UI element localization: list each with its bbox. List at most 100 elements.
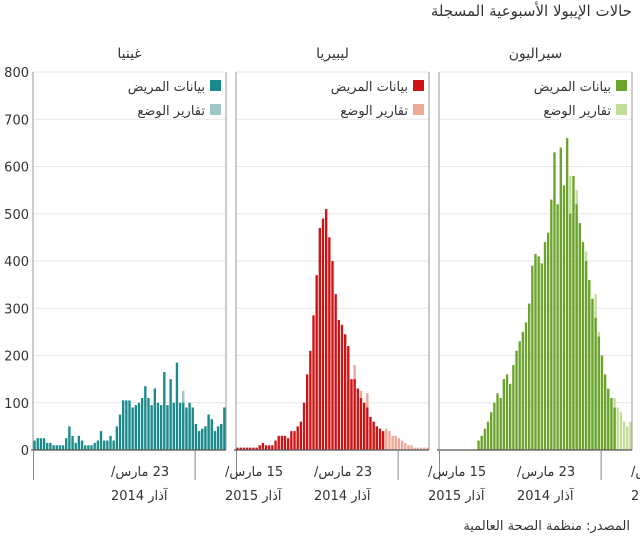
bar-patient-data [372,421,375,450]
bar-patient-data [33,440,36,450]
bar-situation-report [419,447,423,450]
bar-patient-data [509,383,512,450]
bar-patient-data [537,256,540,450]
bar-patient-data [131,407,134,450]
bar-patient-data [169,379,172,450]
bar-patient-data [493,402,496,450]
legend-swatch [616,104,627,115]
legend-swatch [210,104,221,115]
bar-patient-data [156,402,160,450]
bar-patient-data [527,303,531,450]
bar-patient-data [594,317,597,450]
bar-patient-data [264,445,268,450]
bar-situation-report [391,435,394,450]
bar-situation-report [413,447,416,450]
bar-patient-data [381,431,385,450]
bar-patient-data [213,431,217,450]
bar-patient-data [175,362,179,450]
bar-patient-data [49,442,52,450]
legend-swatch [210,80,221,91]
bar-patient-data [293,431,296,450]
bar-situation-report [416,447,420,450]
bar-situation-report [388,431,391,450]
y-tick-label: 700 [4,113,29,128]
bar-patient-data [546,232,550,450]
bar-patient-data [302,402,306,450]
bar-patient-data [46,442,49,450]
bar-situation-report [626,426,629,450]
x-tick-label: 23 مارس/ [314,465,372,480]
bar-patient-data [223,407,226,450]
bar-patient-data [340,324,344,450]
y-tick-label: 500 [4,208,29,223]
legend-label: بيانات المريض [534,80,611,95]
legend-swatch [413,104,424,115]
bar-patient-data [588,279,591,450]
bar-situation-report [616,407,619,450]
bar-patient-data [283,435,287,450]
bar-patient-data [204,426,207,450]
legend-label: تقارير الوضع [543,104,611,119]
bar-patient-data [613,407,616,450]
bar-patient-data [52,445,55,450]
bar-patient-data [366,407,369,450]
bar-patient-data [93,442,96,450]
bar-patient-data [524,322,528,450]
bar-patient-data [106,440,109,450]
x-tick-label: 15 مارس/ [428,465,486,480]
bar-patient-data [39,438,43,450]
bar-patient-data [337,320,341,450]
bar-patient-data [315,275,318,450]
bar-patient-data [125,400,128,450]
bar-patient-data [128,400,131,450]
bar-patient-data [150,405,153,450]
bar-patient-data [518,341,521,450]
bar-situation-report [622,421,626,450]
bar-patient-data [334,294,337,450]
bar-patient-data [144,386,147,450]
bar-patient-data [271,445,274,450]
bar-patient-data [512,364,515,450]
bar-patient-data [578,223,581,450]
legend-swatch [616,80,627,91]
bar-patient-data [581,242,585,450]
bar-patient-data [350,379,353,450]
text-layer: 23 مارس/آذار 2014 15 مارس/آذار 2015 غينيا ب… [4,46,640,504]
legend-label: بيانات المريض [331,80,408,95]
legend-label: تقارير الوضع [340,104,408,119]
bar-patient-data [480,435,483,450]
bar-patient-data [359,398,363,450]
bar-patient-data [163,372,166,450]
bar-patient-data [540,263,544,450]
bar-patient-data [565,138,569,450]
bar-patient-data [90,445,93,450]
bar-patient-data [239,447,242,450]
bar-patient-data [312,315,315,450]
axes-layer [31,72,633,480]
bar-patient-data [268,445,271,450]
bar-patient-data [486,421,490,450]
bars-layer [33,138,632,450]
x-tick-label: 15 مارس/ [225,465,283,480]
bar-patient-data [172,402,175,450]
bar-patient-data [147,398,150,450]
bar-patient-data [159,405,163,450]
panel-title: سيراليون [509,46,563,62]
x-tick-label: آذار 2014 [314,487,372,504]
bar-patient-data [87,445,90,450]
bar-patient-data [84,445,87,450]
bar-patient-data [515,350,518,450]
bar-patient-data [245,447,249,450]
bar-patient-data [255,447,258,450]
bar-patient-data [309,350,312,450]
bar-patient-data [534,253,537,450]
legend-label: بيانات المريض [128,80,205,95]
bar-patient-data [68,426,71,450]
bar-patient-data [600,355,604,450]
bar-patient-data [55,445,58,450]
bar-patient-data [249,447,252,450]
bar-patient-data [572,175,575,450]
x-tick-label: آذار 2015 [225,487,283,504]
bar-patient-data [603,374,607,450]
bar-patient-data [58,445,62,450]
